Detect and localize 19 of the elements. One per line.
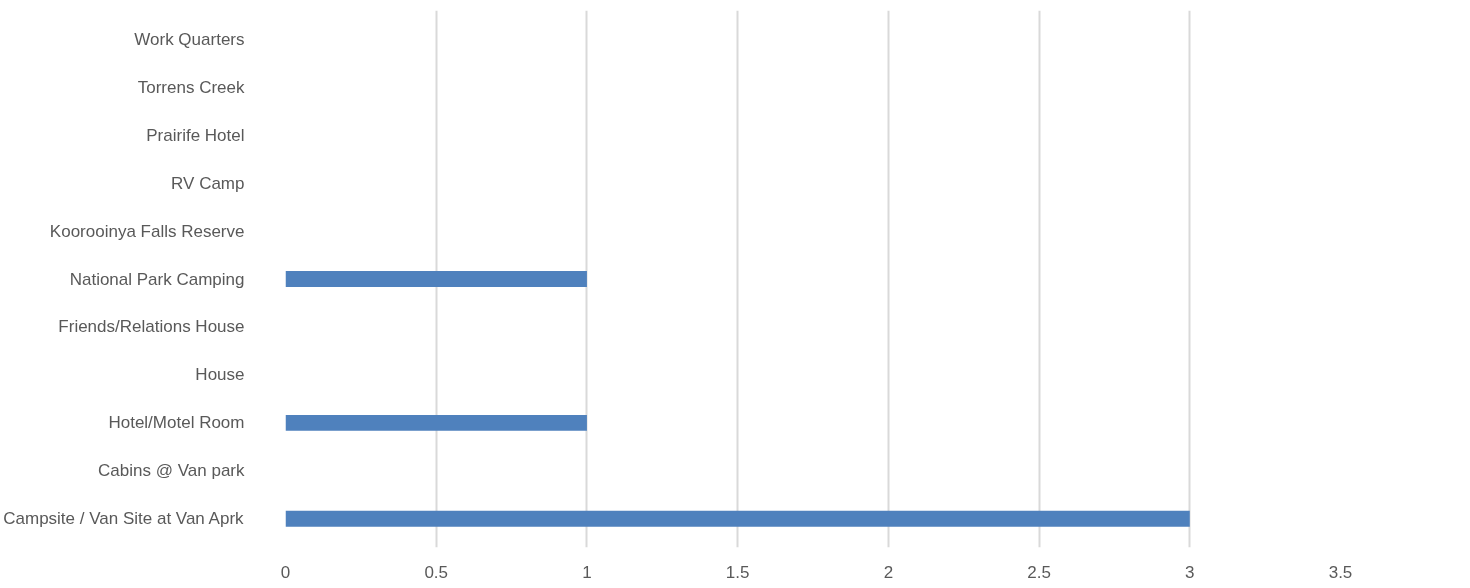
x-tick-label: 0.5 <box>424 562 449 582</box>
x-tick-label: 3 <box>1185 562 1195 582</box>
y-tick-label: Campsite / Van Site at Van Aprk <box>3 509 245 529</box>
y-tick-label: Cabins @ Van park <box>98 461 245 481</box>
y-tick-label: Torrens Creek <box>137 77 245 97</box>
x-tick-label: 1.5 <box>725 562 750 582</box>
y-tick-label: House <box>195 365 245 385</box>
x-tick-label: 3.5 <box>1328 562 1353 582</box>
x-tick-label: 1 <box>582 562 592 582</box>
x-tick-label: 0 <box>280 562 291 582</box>
x-tick-label: 2 <box>883 562 894 582</box>
y-tick-label: Koorooinya Falls Reserve <box>49 221 245 241</box>
y-tick-label: RV Camp <box>171 173 245 193</box>
y-tick-label: Hotel/Motel Room <box>108 413 245 433</box>
y-tick-label: Prairife Hotel <box>146 125 245 145</box>
y-tick-label: Work Quarters <box>134 29 245 49</box>
x-tick-label: 2.5 <box>1027 562 1051 582</box>
y-tick-label: National Park Camping <box>69 269 245 289</box>
y-tick-label: Friends/Relations House <box>58 317 245 337</box>
